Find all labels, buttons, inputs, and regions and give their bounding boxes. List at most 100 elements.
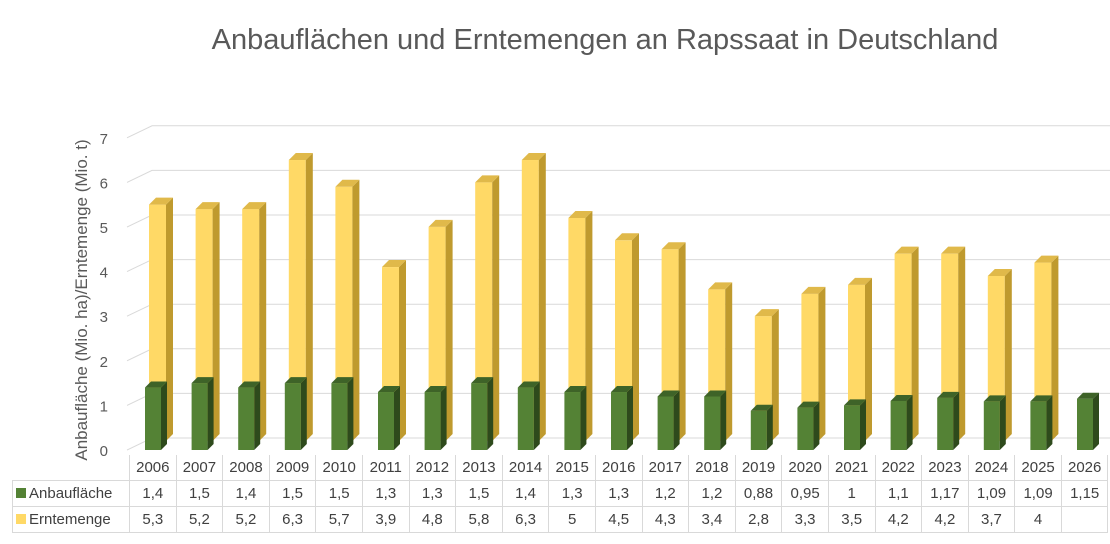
y-tick-label: 4 [100,265,108,282]
x-tick-label: 2022 [874,455,923,481]
bar-face [538,153,546,441]
bar-anbauflaeche [611,386,633,450]
bar-anbauflaeche-face [580,386,587,450]
bar-anbauflaeche-face [844,405,860,450]
bar-face [632,233,639,441]
bar-face [708,282,733,290]
data-label: 1,5 [268,480,317,507]
bar-anbauflaeche-face [238,381,261,388]
bar-anbauflaeche [191,377,214,450]
data-label: 3,5 [827,506,876,533]
chart-title: Anbauflächen und Erntemengen an Rapssaat… [211,24,999,56]
bar-face [335,179,360,187]
bar-anbauflaeche-face [440,386,447,450]
bar-face [661,242,686,250]
data-label: 1,3 [594,480,643,507]
bar-anbauflaeche-face [937,397,954,450]
data-label: 1,3 [361,480,410,507]
bar-face [941,246,966,254]
bar-erntemenge [521,153,546,441]
bar-anbauflaeche-face [254,381,261,450]
data-label: 4,2 [874,506,923,533]
bar-face [259,202,267,441]
data-label: 5,8 [455,506,503,533]
data-label: 3,3 [781,506,829,533]
bar-anbauflaeche-face [471,377,494,384]
bar-anbauflaeche-face [983,401,1000,450]
x-tick-label: 2019 [734,455,783,481]
data-label: 3,4 [688,506,736,533]
bar-face [958,246,966,441]
bar-face [492,175,500,441]
bar-anbauflaeche-face [890,394,913,401]
bar-anbauflaeche-face [564,392,581,450]
bar-face [521,160,539,441]
bar-face [475,182,493,441]
data-label: 4,8 [408,506,457,533]
legend-swatch-icon [16,488,26,498]
bar-anbauflaeche-face [983,395,1006,402]
bar-anbauflaeche-face [191,383,208,450]
gridline [126,125,1110,139]
data-label: 3,9 [361,506,410,533]
series-name: Erntemenge [29,511,111,528]
bar-face [288,160,306,441]
data-label: 0,95 [781,480,829,507]
bar-anbauflaeche-face [191,377,214,384]
bar-face [399,260,406,441]
data-label: 1,09 [967,480,1016,507]
bar-anbauflaeche [1030,395,1053,450]
data-label: 6,3 [268,506,317,533]
series-name: Anbaufläche [29,485,113,502]
bar-anbauflaeche [1077,392,1099,450]
bar-anbauflaeche-face [394,386,400,450]
bar-anbauflaeche-face [720,390,727,450]
data-table: 2006 2007 2008 2009 2010 2011 2012 2013 2014 2015… [12,455,1109,533]
bar-face [1051,255,1059,441]
bar-anbauflaeche-face [300,377,307,450]
bar-erntemenge [475,175,500,441]
x-tick-label: 2024 [967,455,1016,481]
bar-anbauflaeche-face [797,401,820,408]
x-tick-label: 2021 [827,455,876,481]
table-corner [13,455,130,481]
bar-anbauflaeche-face [284,377,307,384]
bar-anbauflaeche-face [424,386,447,393]
data-label: 1,17 [921,480,969,507]
bar-anbauflaeche-face [844,399,866,406]
x-tick-label: 2017 [641,455,690,481]
bar-anbauflaeche [657,390,680,450]
bar-anbauflaeche-face [533,381,540,450]
bar-anbauflaeche [704,390,727,450]
bar-face [678,242,686,441]
bar-face [195,202,220,210]
bar-face [894,246,919,254]
data-label: 5,3 [129,506,177,533]
bar-anbauflaeche [331,377,354,450]
bar-anbauflaeche-face [347,377,354,450]
bar-anbauflaeche [750,404,773,450]
data-label: 1 [827,480,876,507]
x-tick-label: 2008 [222,455,270,481]
data-label: 1,5 [315,480,363,507]
bar-anbauflaeche [890,394,913,450]
y-tick-label: 2 [100,354,108,371]
bar-anbauflaeche-face [766,404,773,450]
data-label: 5,2 [222,506,270,533]
y-tick-label: 3 [100,309,108,326]
x-tick-label: 2011 [361,455,410,481]
bar-face [818,286,826,441]
x-tick-label: 2012 [408,455,457,481]
bar-face [848,277,872,285]
bar-anbauflaeche [145,381,167,450]
bar-anbauflaeche [517,381,540,450]
x-tick-label: 2016 [594,455,643,481]
x-tick-label: 2025 [1014,455,1062,481]
bar-anbauflaeche-face [611,392,627,450]
bar-anbauflaeche-face [284,383,301,450]
bar-anbauflaeche-face [161,381,167,450]
x-tick-label: 2023 [921,455,969,481]
legend-swatch-icon [16,514,26,524]
y-tick-label: 0 [100,443,108,460]
bar-anbauflaeche-face [937,391,960,398]
